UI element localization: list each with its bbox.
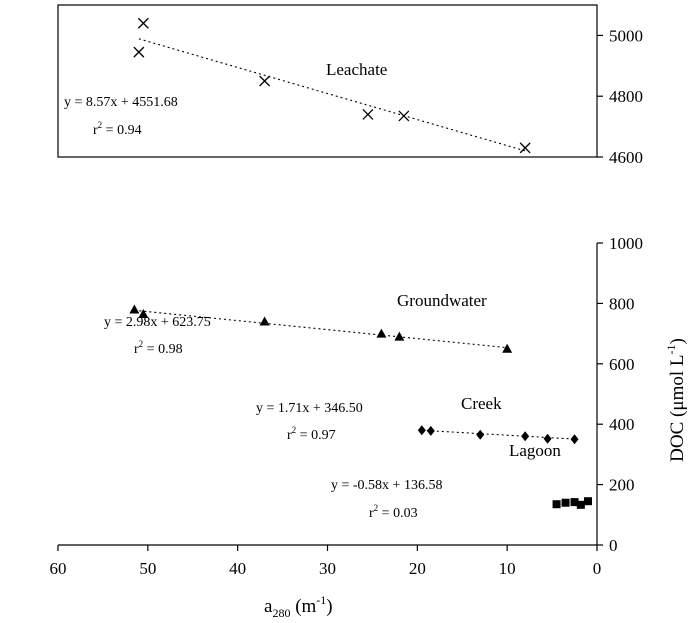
data-point-leachate (398, 110, 410, 122)
data-point-groundwater (376, 328, 387, 338)
y-axis-title-sup: -1 (664, 345, 678, 355)
data-point-creek (476, 429, 485, 440)
data-point-creek (570, 434, 579, 445)
y-tick-label: 4600 (609, 148, 643, 167)
equation-leachate: y = 8.57x + 4551.68 (64, 95, 178, 110)
data-point-leachate (137, 17, 149, 29)
x-tick-label: 10 (499, 559, 516, 578)
r2-lagoon-value: 0.03 (393, 506, 418, 521)
data-point-creek (426, 425, 435, 436)
y-tick-label: 1000 (609, 234, 643, 253)
data-point-groundwater (259, 316, 270, 326)
trendline-creek (421, 429, 575, 440)
equation-lagoon: y = -0.58x + 136.58 (331, 478, 442, 493)
r2-creek: r2 = 0.97 (287, 425, 336, 443)
y-axis-title-close: ) (667, 338, 688, 344)
plot-frame (57, 4, 598, 158)
data-point-groundwater (394, 331, 405, 341)
x-axis-title-unit: (m (290, 596, 316, 617)
data-point-leachate (133, 46, 145, 58)
y-axis-title-main: DOC (μmol L (667, 355, 688, 462)
r2-leachate: r2 = 0.94 (93, 120, 142, 138)
x-tick-label: 40 (229, 559, 246, 578)
data-point-lagoon (584, 497, 593, 506)
r2-groundwater: r2 = 0.98 (134, 339, 183, 357)
x-axis-title-sub: 280 (272, 606, 290, 620)
x-axis-title-sup: -1 (316, 593, 326, 607)
x-tick-label: 60 (50, 559, 67, 578)
series-label-groundwater: Groundwater (397, 291, 487, 310)
r2-leachate-value: 0.94 (117, 123, 142, 138)
r2-lagoon: r2 = 0.03 (369, 503, 418, 521)
data-point-lagoon (576, 500, 585, 509)
y-tick-label: 200 (609, 476, 635, 495)
y-tick-label: 5000 (609, 26, 643, 45)
data-point-groundwater (502, 343, 513, 353)
top-panel: 4600 4800 5000 (57, 4, 643, 167)
bottom-panel: 0 200 400 600 800 1000 60 50 40 30 20 10 0 (50, 234, 644, 578)
data-point-creek (521, 431, 530, 442)
trendline-leachate (138, 38, 526, 152)
series-label-creek: Creek (461, 394, 502, 413)
y-tick-label: 800 (609, 294, 635, 313)
data-point-leachate (259, 75, 271, 87)
y-tick-label: 0 (609, 536, 618, 555)
y-axis-title: DOC (μmol L-1) (664, 338, 688, 462)
equation-creek: y = 1.71x + 346.50 (256, 401, 363, 416)
series-label-lagoon: Lagoon (509, 441, 561, 460)
equation-groundwater: y = 2.98x + 623.75 (104, 315, 211, 330)
data-point-lagoon (561, 498, 570, 507)
x-axis-title: a280 (m-1) (264, 593, 333, 620)
r2-groundwater-value: 0.98 (158, 342, 183, 357)
r2-creek-value: 0.97 (311, 428, 336, 443)
y-tick-label: 600 (609, 355, 635, 374)
x-axis-title-base: a (264, 596, 273, 617)
y-tick-label: 400 (609, 415, 635, 434)
data-point-leachate (519, 142, 531, 154)
x-tick-label: 20 (409, 559, 426, 578)
data-point-lagoon (570, 498, 579, 507)
data-point-groundwater (129, 304, 140, 314)
x-tick-label: 30 (319, 559, 336, 578)
data-point-creek (543, 433, 552, 444)
data-point-leachate (362, 108, 374, 120)
x-tick-label: 0 (593, 559, 602, 578)
x-axis-title-close: ) (326, 596, 332, 617)
x-tick-label: 50 (139, 559, 156, 578)
y-tick-label: 4800 (609, 87, 643, 106)
data-point-creek (417, 425, 426, 436)
series-label-leachate: Leachate (326, 60, 387, 79)
data-point-groundwater (138, 308, 149, 318)
data-point-lagoon (552, 500, 561, 509)
